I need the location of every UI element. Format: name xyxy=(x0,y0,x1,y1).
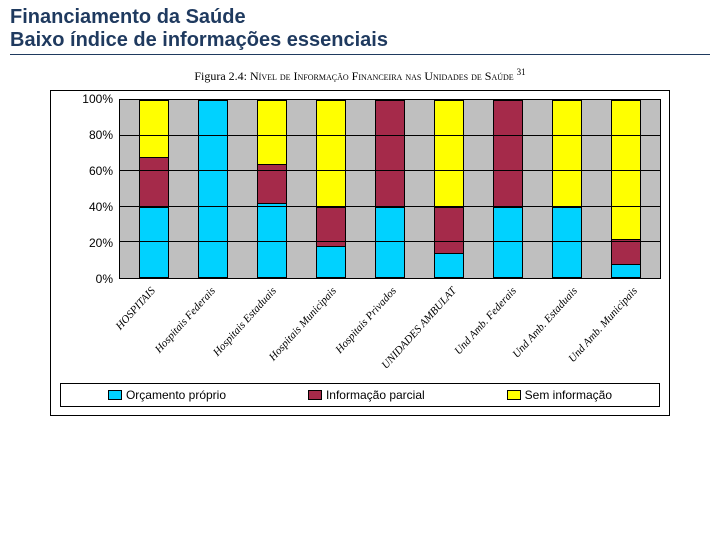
legend-item: Orçamento próprio xyxy=(108,388,226,402)
bar xyxy=(493,100,523,278)
bar xyxy=(139,100,169,278)
plot-area xyxy=(119,99,661,279)
bars-container xyxy=(120,100,660,278)
y-tick-label: 0% xyxy=(96,272,113,286)
page-heading: Financiamento da Saúde Baixo índice de i… xyxy=(10,6,710,55)
gridline xyxy=(120,99,660,100)
x-tick-label: HOSPITAIS xyxy=(114,285,158,332)
bar xyxy=(611,100,641,278)
bar-slot xyxy=(124,100,183,278)
bar xyxy=(434,100,464,278)
bar-segment-orcamento_proprio xyxy=(139,207,169,278)
y-tick-label: 100% xyxy=(82,92,113,106)
bar-slot xyxy=(360,100,419,278)
legend-swatch xyxy=(108,390,122,400)
bar xyxy=(375,100,405,278)
legend: Orçamento próprio Informação parcial Sem i… xyxy=(60,383,660,407)
bar-segment-sem_info xyxy=(434,100,464,207)
heading-line-2: Baixo índice de informações essenciais xyxy=(10,29,710,52)
bar-segment-info_parcial xyxy=(375,100,405,207)
caption-superscript: 31 xyxy=(517,67,526,77)
bar xyxy=(552,100,582,278)
bar-segment-info_parcial xyxy=(611,239,641,264)
x-tick: Und Amb. Municipais xyxy=(601,279,661,379)
bar-slot xyxy=(538,100,597,278)
legend-label: Sem informação xyxy=(525,388,612,402)
bar-slot xyxy=(183,100,242,278)
figure-caption: Figura 2.4: Nível de Informação Financei… xyxy=(10,67,710,84)
bar-segment-orcamento_proprio xyxy=(434,253,464,278)
bar-slot xyxy=(597,100,656,278)
y-tick-label: 80% xyxy=(89,128,113,142)
legend-label: Informação parcial xyxy=(326,388,425,402)
legend-swatch xyxy=(507,390,521,400)
gridline xyxy=(120,170,660,171)
bar-segment-info_parcial xyxy=(434,207,464,253)
bar-segment-orcamento_proprio xyxy=(198,100,228,278)
bar xyxy=(198,100,228,278)
y-tick-label: 40% xyxy=(89,200,113,214)
gridline xyxy=(120,241,660,242)
bar-segment-sem_info xyxy=(552,100,582,207)
bar-segment-info_parcial xyxy=(316,207,346,246)
bar-segment-orcamento_proprio xyxy=(493,207,523,278)
bar-segment-sem_info xyxy=(316,100,346,207)
bar-slot xyxy=(479,100,538,278)
bar-segment-info_parcial xyxy=(493,100,523,207)
x-axis: HOSPITAISHospitais FederaisHospitais Est… xyxy=(119,279,661,379)
gridline xyxy=(120,206,660,207)
heading-line-1: Financiamento da Saúde xyxy=(10,6,710,29)
bar-segment-sem_info xyxy=(139,100,169,157)
chart-container: 0% 20% 40% 60% 80% 100% HOSPITAISHospitais Fe… xyxy=(50,90,670,416)
gridline xyxy=(120,135,660,136)
bar xyxy=(316,100,346,278)
bar-slot xyxy=(301,100,360,278)
y-axis: 0%20%40%60%80%100% xyxy=(59,99,119,279)
bar-segment-orcamento_proprio xyxy=(316,246,346,278)
bar-segment-info_parcial xyxy=(139,157,169,207)
bar-segment-orcamento_proprio xyxy=(552,207,582,278)
bar xyxy=(257,100,287,278)
legend-label: Orçamento próprio xyxy=(126,388,226,402)
y-tick-label: 60% xyxy=(89,164,113,178)
bar-segment-orcamento_proprio xyxy=(375,207,405,278)
legend-item: Informação parcial xyxy=(308,388,425,402)
legend-swatch xyxy=(308,390,322,400)
y-tick-label: 20% xyxy=(89,236,113,250)
caption-body: Nível de Informação Financeira nas Unida… xyxy=(250,69,514,83)
legend-item: Sem informação xyxy=(507,388,612,402)
bar-slot xyxy=(242,100,301,278)
bar-segment-sem_info xyxy=(257,100,287,164)
caption-prefix: Figura 2.4: xyxy=(194,69,250,83)
bar-slot xyxy=(420,100,479,278)
bar-segment-orcamento_proprio xyxy=(611,264,641,278)
